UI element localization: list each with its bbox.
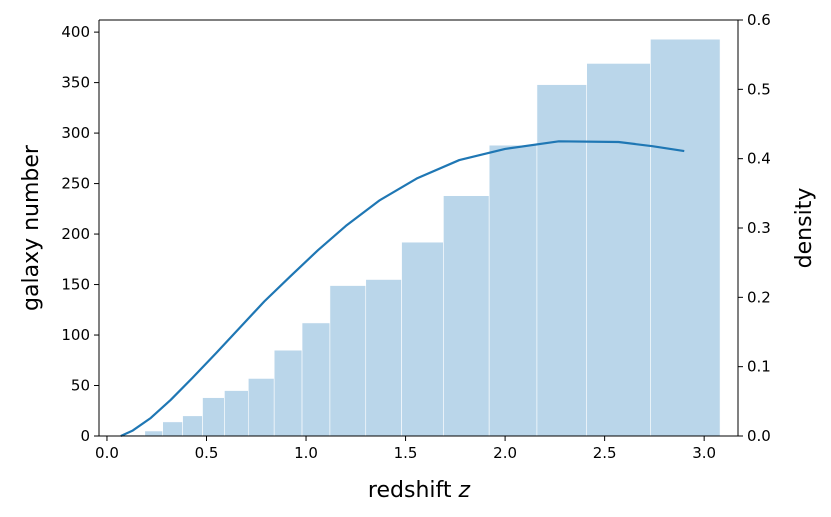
y-tick-label: 350 [61,74,90,92]
tick-labels: 0.0 0.5 1.0 1.5 2.0 2.5 3.0 0 50 100 150 200 250 300 3… [61,11,771,462]
y2-tick-label: 0.5 [747,80,771,98]
y2-tick-label: 0.0 [747,427,771,445]
x-axis-label: redshift [368,478,452,503]
density-curves [120,140,685,437]
histogram-bar [365,279,402,437]
y2-tick-label: 0.1 [747,358,771,376]
y-tick-label: 300 [61,124,90,142]
histogram-bar [443,195,490,437]
histogram-bar [586,63,651,437]
x-tick-label: 1.0 [294,444,318,462]
y-tick-label: 400 [61,23,90,41]
y-tick-label: 200 [61,225,90,243]
y2-tick-label: 0.6 [747,11,771,29]
histogram-bar [536,84,588,437]
x-tick-label: 0.0 [95,444,119,462]
histogram-bar [247,378,275,437]
histogram-bar [144,430,164,437]
histogram-bar [182,415,203,437]
histogram-bars [120,38,721,437]
histogram-bar [162,421,183,437]
y-tick-label: 250 [61,175,90,193]
y-axis-title: galaxy number [19,144,44,311]
x-axis-title: redshift z [368,478,471,503]
histogram-bar [224,390,249,437]
y-tick-label: 100 [61,326,90,344]
y2-tick-label: 0.4 [747,150,771,168]
x-axis-variable: z [458,478,471,503]
histogram-bar [273,349,303,437]
histogram-bar [301,322,331,437]
histogram-bar [329,285,367,437]
x-tick-label: 1.5 [394,444,418,462]
x-tick-label: 0.5 [195,444,219,462]
x-tick-label: 2.0 [493,444,517,462]
y2-axis-title: density [792,188,817,269]
histogram-bar [650,38,721,437]
y2-tick-label: 0.2 [747,288,771,306]
histogram-bar [202,397,225,437]
density-line [120,140,685,437]
histogram-bar [401,241,444,437]
y2-tick-label: 0.3 [747,219,771,237]
x-tick-label: 2.5 [593,444,617,462]
x-tick-label: 3.0 [692,444,716,462]
y-tick-label: 150 [61,276,90,294]
y-tick-label: 0 [80,427,90,445]
y-tick-label: 50 [71,377,90,395]
histogram-bar [488,144,538,437]
